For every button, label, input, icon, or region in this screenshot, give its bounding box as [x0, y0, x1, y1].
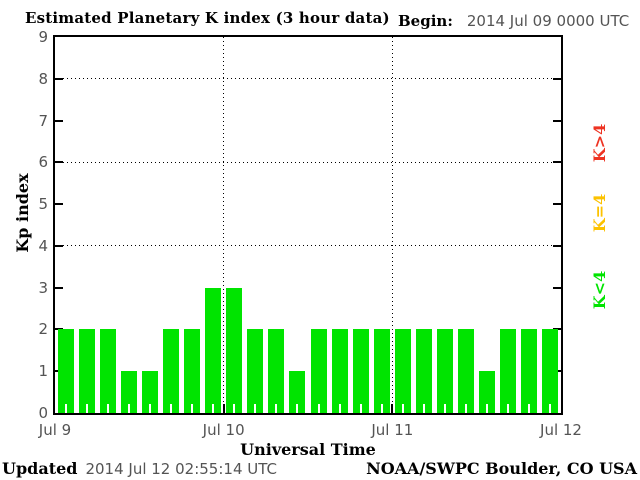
x-minor-tick	[127, 404, 130, 413]
y-tick-mark	[553, 328, 561, 331]
begin-label: Begin:	[398, 12, 453, 30]
x-minor-tick	[444, 404, 447, 413]
legend-Keq4: K=4	[590, 193, 609, 233]
y-tick-mark	[553, 161, 561, 164]
x-minor-tick	[275, 404, 278, 413]
x-axis-title: Universal Time	[240, 440, 376, 459]
gridline-y-6	[55, 161, 561, 163]
x-minor-tick	[169, 404, 172, 413]
updated-info: Updated 2014 Jul 12 02:55:14 UTC	[2, 459, 277, 478]
x-minor-tick	[296, 404, 299, 413]
y-tick-mark	[55, 244, 63, 247]
y-tick-label-1: 1	[38, 362, 48, 381]
legend-Klt4: K<4	[590, 270, 609, 310]
kp-bar-20	[479, 371, 496, 413]
kp-bar-6	[184, 329, 201, 413]
kp-bar-0	[57, 329, 74, 413]
x-tick-label-3: Jul 12	[540, 421, 582, 439]
gridline-day-1	[223, 37, 225, 413]
x-tick-label-2: Jul 11	[371, 421, 414, 439]
x-minor-tick	[401, 404, 404, 413]
x-tick-label-1: Jul 10	[202, 421, 245, 439]
x-minor-tick	[507, 404, 510, 413]
x-minor-tick	[422, 404, 425, 413]
x-minor-tick	[380, 404, 383, 413]
y-tick-label-9: 9	[38, 28, 48, 46]
y-tick-label-4: 4	[38, 236, 48, 255]
y-tick-label-6: 6	[38, 153, 48, 172]
x-minor-tick	[359, 404, 362, 413]
y-axis-title: Kp index	[13, 173, 32, 253]
x-axis-day-tick	[391, 404, 394, 413]
plot-area	[53, 35, 563, 415]
kp-bar-19	[458, 329, 475, 413]
y-tick-label-5: 5	[38, 195, 48, 214]
kp-bar-1	[78, 329, 95, 413]
y-tick-mark	[55, 328, 63, 331]
x-minor-tick	[465, 404, 468, 413]
kp-bar-7	[205, 287, 222, 413]
kp-bar-4	[141, 371, 158, 413]
legend-Kgt4: K>4	[590, 123, 609, 163]
y-tick-mark	[55, 203, 63, 206]
kp-bar-22	[521, 329, 538, 413]
x-minor-tick	[233, 404, 236, 413]
y-tick-mark	[553, 286, 561, 289]
y-tick-label-2: 2	[38, 320, 48, 339]
gridline-y-4	[55, 245, 561, 247]
kp-bar-11	[289, 371, 306, 413]
y-tick-label-8: 8	[38, 69, 48, 88]
y-tick-label-3: 3	[38, 278, 48, 297]
kp-bar-14	[352, 329, 369, 413]
y-tick-mark	[55, 119, 63, 122]
chart-title: Estimated Planetary K index (3 hour data…	[25, 9, 390, 27]
kp-bar-2	[99, 329, 116, 413]
x-minor-tick	[191, 404, 194, 413]
gridline-y-8	[55, 78, 561, 80]
x-minor-tick	[528, 404, 531, 413]
begin-value: 2014 Jul 09 0000 UTC	[466, 12, 630, 30]
kp-bar-16	[394, 329, 411, 413]
x-minor-tick	[338, 404, 341, 413]
y-tick-mark	[55, 77, 63, 80]
kp-bar-5	[162, 329, 179, 413]
y-tick-mark	[553, 77, 561, 80]
kp-bar-8	[226, 287, 243, 413]
kp-bar-13	[331, 329, 348, 413]
x-minor-tick	[254, 404, 257, 413]
kp-bar-17	[415, 329, 432, 413]
x-minor-tick	[317, 404, 320, 413]
x-minor-tick	[106, 404, 109, 413]
kp-bar-3	[120, 371, 137, 413]
x-minor-tick	[549, 404, 552, 413]
kp-bar-23	[542, 329, 559, 413]
x-minor-tick	[212, 404, 215, 413]
gridline-day-2	[391, 37, 393, 413]
kp-bar-10	[268, 329, 285, 413]
kp-bar-12	[310, 329, 327, 413]
source-credit: NOAA/SWPC Boulder, CO USA	[366, 459, 637, 478]
updated-value: 2014 Jul 12 02:55:14 UTC	[85, 460, 277, 478]
y-tick-mark	[553, 244, 561, 247]
y-tick-mark	[55, 161, 63, 164]
y-tick-label-7: 7	[38, 111, 48, 130]
kp-bar-15	[373, 329, 390, 413]
y-tick-mark	[553, 203, 561, 206]
kp-bar-18	[437, 329, 454, 413]
begin-info: Begin: 2014 Jul 09 0000 UTC	[398, 11, 629, 30]
x-tick-label-0: Jul 9	[38, 421, 72, 439]
updated-label: Updated	[2, 459, 78, 478]
kp-bar-21	[500, 329, 517, 413]
x-minor-tick	[64, 404, 67, 413]
y-tick-mark	[553, 119, 561, 122]
y-tick-mark	[55, 286, 63, 289]
x-minor-tick	[486, 404, 489, 413]
y-tick-label-0: 0	[38, 404, 48, 422]
x-axis-day-tick	[222, 404, 225, 413]
x-minor-tick	[85, 404, 88, 413]
kp-bar-9	[247, 329, 264, 413]
x-minor-tick	[148, 404, 151, 413]
